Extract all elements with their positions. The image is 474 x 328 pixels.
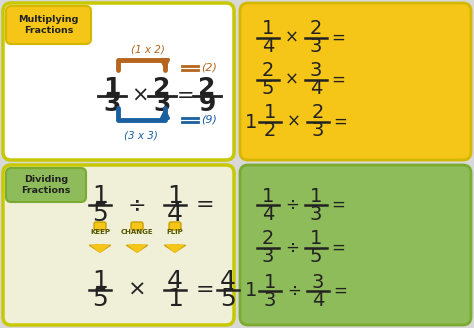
Text: 2: 2 xyxy=(312,104,324,122)
Text: 4: 4 xyxy=(312,291,324,310)
Text: ×: × xyxy=(287,113,301,131)
Text: ×: × xyxy=(285,71,299,89)
FancyBboxPatch shape xyxy=(6,168,86,202)
Text: 1: 1 xyxy=(245,113,257,132)
Text: (9): (9) xyxy=(201,115,217,125)
Text: =: = xyxy=(331,239,345,257)
Text: 1: 1 xyxy=(310,187,322,206)
Text: 1: 1 xyxy=(103,76,121,100)
Text: =: = xyxy=(331,29,345,47)
Text: ÷: ÷ xyxy=(285,196,299,214)
Text: 3: 3 xyxy=(312,273,324,292)
Text: 2: 2 xyxy=(262,230,274,249)
Text: =: = xyxy=(196,280,214,300)
Text: (3 x 3): (3 x 3) xyxy=(124,130,158,140)
Text: Multiplying
Fractions: Multiplying Fractions xyxy=(18,15,79,35)
Text: FLIP: FLIP xyxy=(167,229,183,235)
Text: 3: 3 xyxy=(153,92,171,116)
FancyBboxPatch shape xyxy=(94,222,106,230)
Text: =: = xyxy=(331,196,345,214)
Text: 1: 1 xyxy=(167,287,183,311)
Text: (2): (2) xyxy=(201,63,217,73)
Text: 5: 5 xyxy=(92,202,108,226)
Text: KEEP: KEEP xyxy=(90,229,110,235)
Text: ×: × xyxy=(128,280,146,300)
Text: 4: 4 xyxy=(167,269,183,293)
Text: ×: × xyxy=(285,29,299,47)
FancyBboxPatch shape xyxy=(131,222,143,230)
Text: ÷: ÷ xyxy=(287,282,301,300)
Text: 5: 5 xyxy=(262,79,274,98)
Text: 2: 2 xyxy=(198,76,216,100)
Text: 3: 3 xyxy=(310,37,322,56)
Text: =: = xyxy=(331,71,345,89)
Text: 5: 5 xyxy=(92,287,108,311)
Text: ÷: ÷ xyxy=(128,195,146,215)
Text: 1: 1 xyxy=(262,19,274,38)
Text: 3: 3 xyxy=(312,121,324,140)
Text: =: = xyxy=(196,195,214,215)
Text: 9: 9 xyxy=(198,92,216,116)
Text: 5: 5 xyxy=(220,287,236,311)
Text: ×: × xyxy=(131,86,149,106)
Text: CHANGE: CHANGE xyxy=(121,229,153,235)
Text: 1: 1 xyxy=(262,187,274,206)
Text: 1: 1 xyxy=(92,269,108,293)
Text: 3: 3 xyxy=(310,62,322,80)
Text: 2: 2 xyxy=(153,76,171,100)
Text: 1: 1 xyxy=(264,104,276,122)
Text: 1: 1 xyxy=(310,230,322,249)
FancyBboxPatch shape xyxy=(6,6,91,44)
Text: 4: 4 xyxy=(262,37,274,56)
Text: 1: 1 xyxy=(264,273,276,292)
Text: =: = xyxy=(177,86,195,106)
Text: 3: 3 xyxy=(264,291,276,310)
Text: (1 x 2): (1 x 2) xyxy=(131,45,165,55)
Text: 1: 1 xyxy=(167,184,183,208)
Text: 3: 3 xyxy=(103,92,121,116)
FancyBboxPatch shape xyxy=(3,3,234,160)
Text: =: = xyxy=(333,113,347,131)
Text: 2: 2 xyxy=(262,62,274,80)
Text: =: = xyxy=(333,282,347,300)
Text: Dividing
Fractions: Dividing Fractions xyxy=(21,175,71,195)
Text: 4: 4 xyxy=(167,202,183,226)
Text: 4: 4 xyxy=(220,269,236,293)
Text: ÷: ÷ xyxy=(285,239,299,257)
Text: 2: 2 xyxy=(310,19,322,38)
FancyBboxPatch shape xyxy=(169,222,181,230)
FancyBboxPatch shape xyxy=(240,165,471,325)
FancyBboxPatch shape xyxy=(240,3,471,160)
Text: 3: 3 xyxy=(310,204,322,223)
Text: 1: 1 xyxy=(245,281,257,300)
FancyBboxPatch shape xyxy=(3,165,234,325)
Text: 1: 1 xyxy=(92,184,108,208)
Text: 3: 3 xyxy=(262,248,274,266)
Text: 4: 4 xyxy=(310,79,322,98)
Text: 4: 4 xyxy=(262,204,274,223)
Text: 2: 2 xyxy=(264,121,276,140)
Text: 5: 5 xyxy=(310,248,322,266)
